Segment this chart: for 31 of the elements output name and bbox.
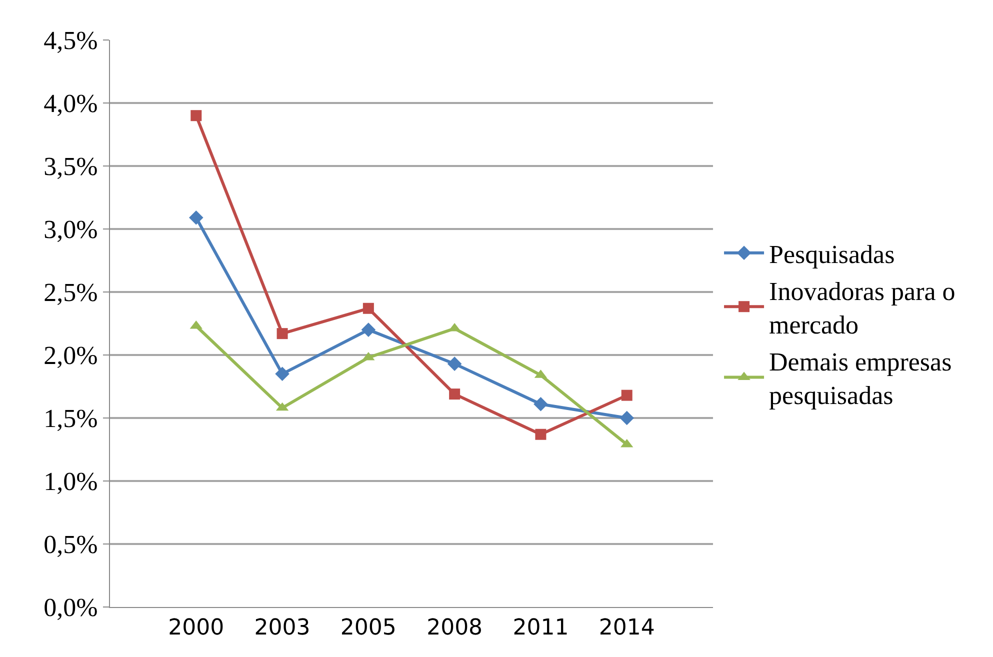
point <box>621 390 632 401</box>
y-tick-label: 2,5% <box>44 278 98 308</box>
y-tick-label: 2,0% <box>44 341 98 370</box>
y-tick-label: 4,0% <box>44 89 98 118</box>
legend-label: Demais empresas pesquisadas <box>769 347 952 410</box>
point <box>449 388 460 400</box>
point <box>447 356 462 371</box>
point <box>534 396 548 412</box>
point <box>362 302 374 314</box>
y-tick-label: 3,0% <box>44 215 98 244</box>
point <box>188 210 204 225</box>
legend-label: Inovadoras para o mercado <box>769 276 956 340</box>
x-tick-label: 2011 <box>512 615 569 640</box>
y-tick-label: 0,5% <box>44 530 98 560</box>
point <box>361 322 376 337</box>
point <box>190 110 202 122</box>
legend-label: Pesquisadas <box>769 240 895 270</box>
y-tick-label: 3,5% <box>44 152 98 182</box>
y-tick-label: 4,5% <box>44 26 98 56</box>
x-tick-label: 2003 <box>254 615 310 640</box>
x-tick-label: 2000 <box>168 615 224 640</box>
y-tick-label: 1,0% <box>44 467 98 496</box>
point <box>275 366 290 382</box>
point <box>620 410 634 426</box>
y-tick-label: 0,0% <box>44 593 98 622</box>
point <box>535 428 546 440</box>
y-tick-label: 1,5% <box>44 404 98 434</box>
x-tick-label: 2008 <box>426 615 483 640</box>
x-tick-label: 2014 <box>598 615 655 640</box>
x-tick-label: 2005 <box>340 615 396 640</box>
point <box>276 328 288 340</box>
